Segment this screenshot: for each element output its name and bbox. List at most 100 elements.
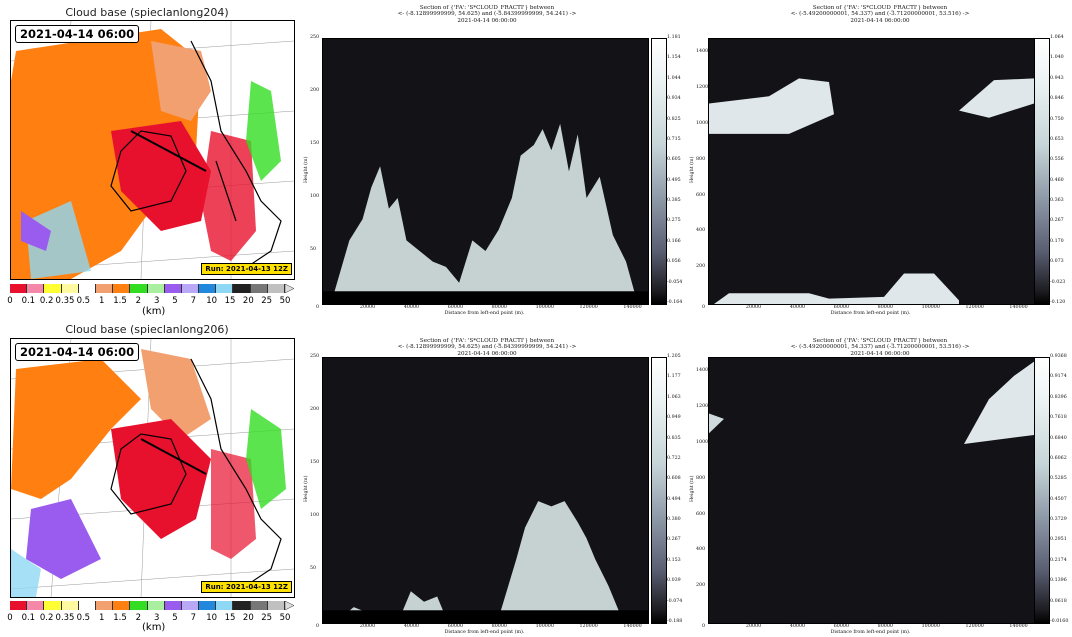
colorbar-tick-label: 15 — [224, 296, 236, 306]
colorbar-swatch — [164, 601, 182, 610]
colorbar-tick-label: 0.3729 — [1050, 517, 1067, 523]
colorbar-swatch — [164, 284, 182, 293]
colorbar-tick-label: -0.188 — [667, 619, 683, 624]
colorbar-tick-label: 50 — [279, 296, 291, 306]
colorbar-swatch — [267, 601, 285, 610]
colorbar-tick-label: 5 — [172, 613, 178, 623]
x-tick-label: 100000 — [921, 305, 940, 310]
x-tick-label: 100000 — [535, 305, 554, 310]
map-canvas — [11, 339, 294, 597]
colorbar-tick-label: 0.380 — [667, 517, 681, 523]
x-tick-label: 120000 — [965, 624, 984, 629]
colorbar-tick-label: -0.054 — [667, 279, 683, 285]
colorbar-tick-label: 0.385 — [667, 198, 681, 204]
x-tick-label: 140000 — [623, 305, 642, 310]
colorbar-tick-label: 5 — [172, 296, 178, 306]
colorbar-tick-label: 0.715 — [667, 136, 681, 142]
cloud-area — [709, 78, 834, 134]
x-tick-label: 0 — [316, 624, 320, 629]
colorbar-tick-label: 0.073 — [1050, 259, 1064, 265]
colorbar-tick-label: 0.2174 — [1050, 557, 1067, 563]
colorbar-swatch — [10, 284, 28, 293]
cloud-area — [709, 413, 724, 434]
y-axis-label: Height (m) — [304, 475, 309, 502]
x-tick-label: 120000 — [965, 305, 984, 310]
x-tick-label: 140000 — [1009, 624, 1028, 629]
colorbar-tick-label: 1.177 — [667, 374, 681, 380]
colorbar-tick-label: 10 — [206, 296, 218, 306]
cloud-fraction-field — [709, 78, 1034, 304]
colorbar-tick-label: 0.943 — [1050, 75, 1064, 81]
cloud-base-map[interactable]: 2021-04-14 06:00 Run: 2021-04-13 12Z — [10, 20, 295, 280]
colorbar-swatch — [130, 601, 148, 610]
colorbar-tick-label: 0.495 — [667, 177, 681, 183]
x-tick-label: 80000 — [491, 624, 507, 629]
x-tick-label: 0 — [316, 305, 320, 310]
colorbar-swatch — [78, 601, 96, 610]
colorbar-swatch — [44, 284, 62, 293]
x-axis-label: Distance from left-end point (m). — [830, 311, 911, 316]
map-title: Cloud base (spieclanlong204) — [65, 6, 229, 19]
colorbar-tick-label: 25 — [261, 613, 273, 623]
x-tick-label: 100000 — [535, 624, 554, 629]
cloud-area — [714, 273, 959, 304]
colorbar-tick-label: 0.835 — [667, 435, 681, 441]
colorbar-tick-label: 0.608 — [667, 476, 681, 482]
colorbar-swatch — [147, 284, 165, 293]
colorbar-swatch — [44, 601, 62, 610]
colorbar-tick-label: 0.1396 — [1050, 578, 1067, 584]
x-tick-label: 60000 — [833, 305, 850, 310]
colorbar-tick-label: 0.653 — [1050, 136, 1064, 142]
colorbar-swatch — [95, 601, 114, 610]
colorbar-tick-label: 0.35 — [55, 296, 75, 306]
colorbar-tick-label: 0.5 — [76, 613, 91, 623]
y-tick-label: 1000 — [696, 120, 709, 126]
y-tick-label: 200 — [696, 264, 706, 270]
colorbar-swatch — [199, 601, 217, 610]
x-tick-label: 40000 — [403, 624, 420, 629]
chart-title: Section of {'FA': 'S*CLOUD_FRACTI'} betw… — [790, 338, 970, 357]
colorbar-tick-label: 3 — [153, 296, 160, 306]
colorbar-tick-label: 0.363 — [1050, 198, 1064, 204]
colorbar-tick-label: 2 — [135, 613, 142, 623]
colorbar-tick-label: 0.170 — [1050, 238, 1064, 244]
y-tick-label: 250 — [310, 35, 320, 40]
colorbar-tick-label: 0.949 — [667, 415, 681, 421]
x-tick-label: 20000 — [359, 305, 376, 310]
x-tick-label: 120000 — [579, 305, 598, 310]
colorbar-unit: (km) — [142, 306, 166, 317]
colorbar-tick-label: 15 — [224, 613, 236, 623]
colorbar-tick-label: 1.064 — [1050, 35, 1064, 40]
colorbar-tick-label: 0.1 — [21, 296, 36, 306]
colorbar-tick-label: 0.039 — [667, 578, 681, 584]
cross-section-plot — [322, 357, 649, 624]
colorbar-tick-label: 1.5 — [113, 296, 127, 306]
y-tick-label: 200 — [696, 583, 706, 589]
x-tick-label: 80000 — [877, 305, 893, 310]
y-tick-label: 100 — [310, 194, 320, 199]
cloud-base-map[interactable]: 2021-04-14 06:00 Run: 2021-04-13 12Z — [10, 338, 295, 598]
colorbar-tick-label: 0.7618 — [1050, 415, 1067, 421]
colorbar-gradient — [1034, 38, 1050, 305]
colorbar-swatch — [10, 601, 28, 610]
colorbar-tick-label: 0.825 — [667, 116, 681, 122]
colorbar-tick-label: -0.164 — [667, 300, 683, 305]
colorbar-swatch — [130, 284, 148, 293]
y-tick-label: 150 — [310, 141, 320, 146]
colorbar-tick-label: 1.181 — [667, 35, 681, 40]
colorbar-tick-label: 0 — [7, 296, 13, 306]
ground-band — [323, 610, 648, 623]
colorbar-tick-label: 0.2 — [39, 613, 54, 623]
colorbar-tick-label: 1.063 — [667, 394, 681, 400]
x-tick-label: 60000 — [447, 624, 464, 629]
cloud-area — [964, 361, 1034, 444]
x-tick-label: 140000 — [1009, 305, 1028, 310]
colorbar-tick-label: 0 — [7, 613, 13, 623]
cross-section-plot — [708, 38, 1035, 305]
y-tick-label: 200 — [310, 88, 320, 93]
cloud-area — [340, 501, 622, 618]
x-tick-label: 40000 — [403, 305, 420, 310]
colorbar-tick-label: -0.0160 — [1050, 619, 1069, 624]
colorbar-swatch — [267, 284, 285, 293]
run-time-badge: Run: 2021-04-13 12Z — [201, 581, 292, 593]
